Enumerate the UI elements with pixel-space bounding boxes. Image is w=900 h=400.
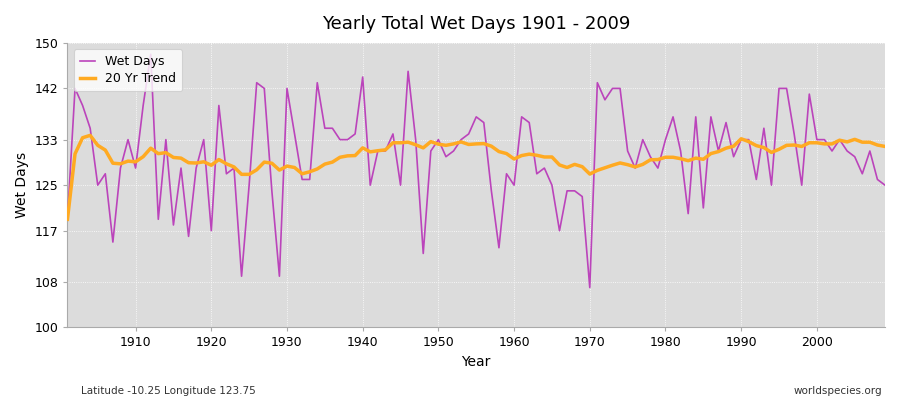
Wet Days	[508, 183, 519, 188]
Text: Latitude -10.25 Longitude 123.75: Latitude -10.25 Longitude 123.75	[81, 386, 256, 396]
Title: Yearly Total Wet Days 1901 - 2009: Yearly Total Wet Days 1901 - 2009	[322, 15, 630, 33]
Wet Days	[342, 137, 353, 142]
Line: Wet Days: Wet Days	[68, 54, 885, 288]
Wet Days	[879, 183, 890, 188]
Line: 20 Yr Trend: 20 Yr Trend	[68, 135, 885, 219]
Wet Days	[145, 52, 156, 57]
20 Yr Trend	[879, 144, 890, 149]
Text: worldspecies.org: worldspecies.org	[794, 386, 882, 396]
Wet Days	[122, 137, 133, 142]
20 Yr Trend	[517, 153, 527, 158]
20 Yr Trend	[608, 163, 618, 168]
Legend: Wet Days, 20 Yr Trend: Wet Days, 20 Yr Trend	[74, 49, 182, 91]
Wet Days	[584, 285, 595, 290]
Wet Days	[615, 86, 626, 91]
20 Yr Trend	[297, 171, 308, 176]
Wet Days	[517, 114, 527, 119]
Y-axis label: Wet Days: Wet Days	[15, 152, 29, 218]
X-axis label: Year: Year	[462, 355, 490, 369]
20 Yr Trend	[62, 217, 73, 222]
Wet Days	[62, 217, 73, 222]
20 Yr Trend	[342, 154, 353, 158]
20 Yr Trend	[508, 156, 519, 161]
20 Yr Trend	[85, 133, 95, 138]
Wet Days	[297, 177, 308, 182]
20 Yr Trend	[130, 160, 141, 164]
